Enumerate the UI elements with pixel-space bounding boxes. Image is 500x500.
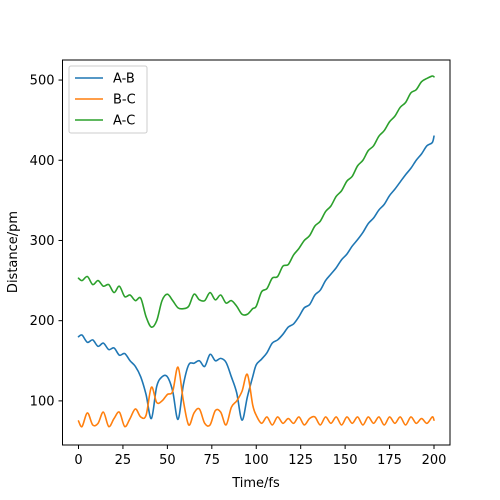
- x-tick-label: 25: [115, 453, 132, 468]
- y-tick-label: 300: [30, 234, 55, 249]
- x-tick-label: 200: [422, 453, 447, 468]
- series-line-a-c: [77, 75, 435, 328]
- x-tick-label: 100: [244, 453, 269, 468]
- x-axis-label: Time/fs: [231, 476, 280, 491]
- x-tick-label: 75: [204, 453, 221, 468]
- y-axis-ticks: 100 200 300 400 500: [30, 74, 63, 409]
- legend-label-a-c: A-C: [113, 114, 135, 129]
- x-tick-label: 175: [377, 453, 402, 468]
- x-tick-label: 125: [288, 453, 313, 468]
- legend: A-B B-C A-C: [68, 65, 148, 134]
- y-tick-label: 200: [30, 314, 55, 329]
- y-tick-label: 500: [30, 74, 55, 89]
- y-tick-label: 400: [30, 154, 55, 169]
- x-tick-label: 0: [74, 453, 82, 468]
- x-tick-label: 50: [159, 453, 176, 468]
- x-axis-ticks: 0 25 50 75 100 125 150 175 200: [74, 445, 446, 468]
- series-line-b-c: [77, 366, 435, 428]
- legend-label-a-b: A-B: [113, 72, 135, 87]
- legend-box: [68, 65, 148, 134]
- series-line-a-b: [77, 135, 435, 421]
- y-tick-label: 100: [30, 394, 55, 409]
- y-axis-label: Distance/pm: [6, 211, 21, 293]
- x-tick-label: 150: [333, 453, 358, 468]
- series-layer: [77, 75, 435, 428]
- legend-label-b-c: B-C: [113, 93, 136, 108]
